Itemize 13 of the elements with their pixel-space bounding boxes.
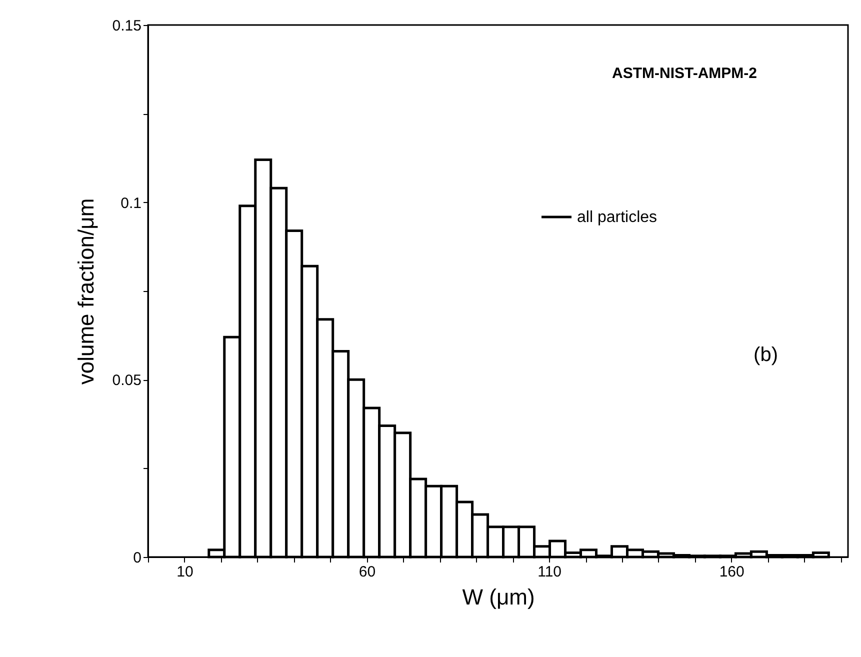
annotation: ASTM-NIST-AMPM-2 (612, 64, 757, 82)
annotation: (b) (754, 344, 778, 366)
legend-label: all particles (577, 209, 658, 226)
x-axis-title: W (μm) (462, 584, 535, 610)
x-tick-label: 60 (358, 564, 376, 580)
x-tick-label: 160 (719, 564, 744, 580)
x-tick-label: 110 (538, 564, 562, 580)
y-tick-label: 0 (133, 550, 142, 566)
y-tick-label: 0.15 (112, 18, 142, 34)
y-tick-label: 0.05 (112, 372, 142, 390)
y-axis-title: volume fraction/μm (73, 198, 98, 385)
y-tick-label: 0.1 (120, 194, 142, 212)
x-tick-label: 10 (176, 564, 194, 580)
